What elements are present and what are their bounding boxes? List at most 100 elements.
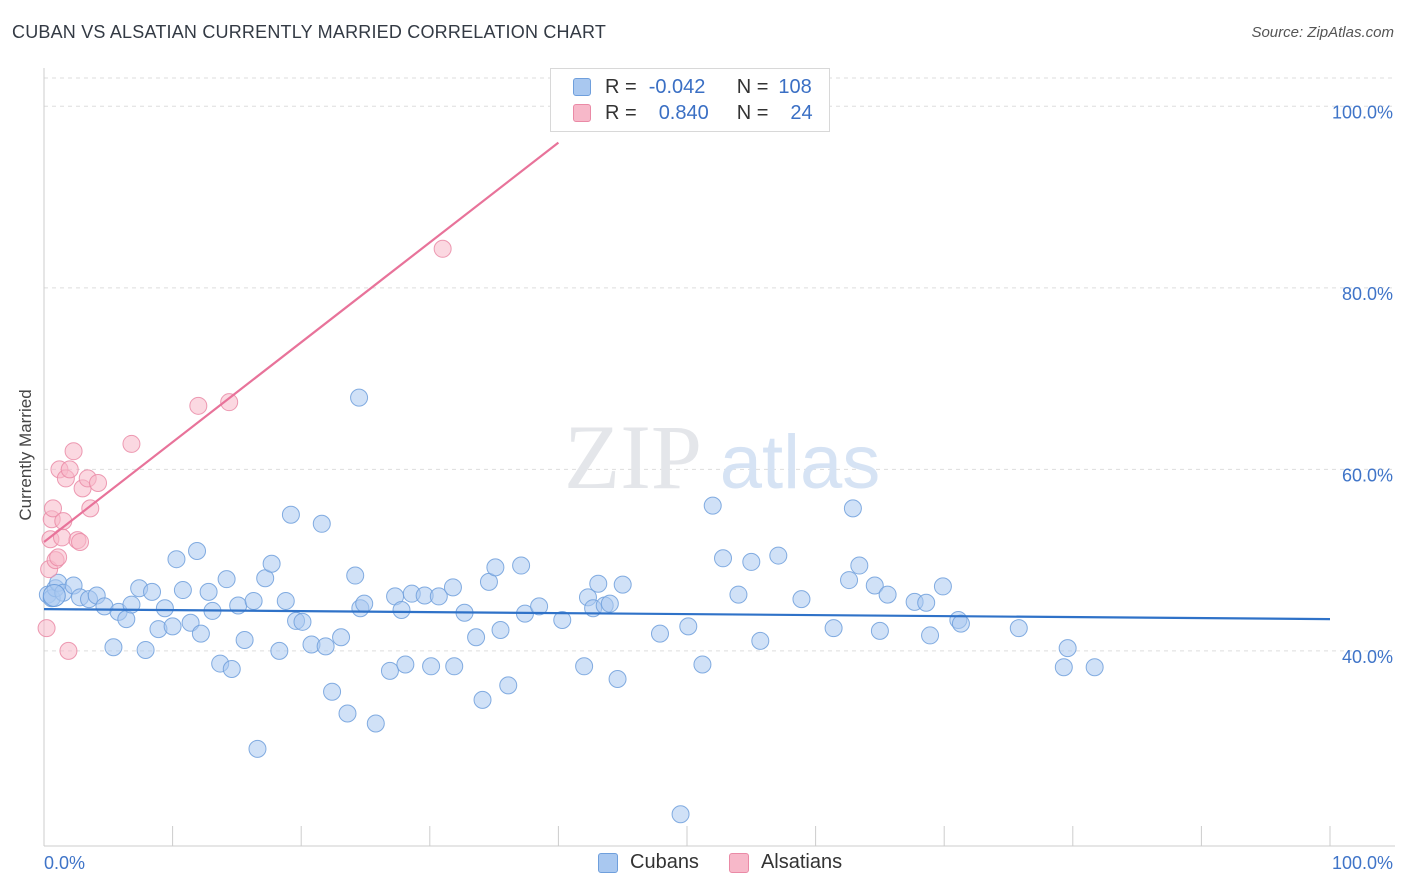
cuban-point — [1054, 658, 1073, 677]
cuban-point — [589, 574, 608, 593]
cuban-point — [366, 714, 385, 733]
cuban-point — [248, 739, 267, 758]
cuban-point — [235, 630, 254, 649]
legend-row-alsatians: R = 0.840 N = 24 — [573, 101, 813, 125]
cubans-legend-label: Cubans — [630, 851, 699, 873]
cuban-point — [714, 549, 733, 568]
legend-n-label: N = — [736, 75, 769, 98]
alsatian-point — [64, 442, 83, 461]
cuban-point — [217, 570, 236, 589]
alsatian-point — [189, 396, 208, 415]
alsatian-point — [49, 548, 68, 567]
cuban-point — [575, 657, 594, 676]
cuban-point — [163, 617, 182, 636]
axes — [43, 68, 1395, 847]
tick-labels: 40.0% 60.0% 80.0% 100.0% 0.0% 100.0% — [44, 102, 1393, 873]
cuban-point — [608, 670, 627, 689]
alsatians-legend-swatch — [728, 852, 749, 873]
cuban-point — [530, 597, 549, 616]
cuban-point — [346, 566, 365, 585]
cuban-point — [865, 576, 884, 595]
alsatian-point — [60, 460, 79, 479]
cuban-point — [316, 637, 335, 656]
cuban-point — [222, 660, 241, 679]
x-tick-label: 0.0% — [44, 853, 85, 873]
cuban-point — [355, 594, 374, 613]
cuban-point — [742, 552, 761, 571]
cubans-n-value: 108 — [778, 75, 812, 98]
cuban-point — [824, 619, 843, 638]
cuban-point — [392, 601, 411, 620]
cuban-point — [751, 631, 770, 650]
cuban-point — [293, 612, 312, 631]
cuban-point — [693, 655, 712, 674]
alsatians-legend-label: Alsatians — [760, 851, 843, 873]
alsatian-point — [81, 499, 100, 518]
y-tick-label: 80.0% — [1342, 284, 1393, 304]
source-credit: Source: ZipAtlas.com — [1251, 24, 1394, 41]
cuban-point — [380, 661, 399, 680]
cuban-point — [429, 587, 448, 606]
legend-n-label: N = — [736, 101, 769, 124]
cuban-point — [933, 577, 952, 596]
cuban-point — [843, 499, 862, 518]
y-tick-label: 40.0% — [1342, 647, 1393, 667]
cuban-point — [191, 624, 210, 643]
cuban-point — [396, 655, 415, 674]
cuban-point — [281, 505, 300, 524]
x-tick-label: 100.0% — [1332, 853, 1393, 873]
cuban-point — [467, 628, 486, 647]
alsatian-point — [220, 393, 239, 412]
cuban-point — [951, 614, 970, 633]
cuban-point — [276, 591, 295, 610]
cuban-point — [840, 571, 859, 590]
cuban-point — [512, 556, 531, 575]
cuban-point — [1058, 639, 1077, 658]
cuban-point — [486, 558, 505, 577]
cubans-r-value: -0.042 — [648, 75, 706, 98]
cuban-point — [422, 657, 441, 676]
cuban-point — [136, 640, 155, 659]
cuban-point — [792, 590, 811, 609]
cubans-legend-swatch — [598, 852, 618, 873]
cuban-point — [679, 617, 698, 636]
cuban-point — [155, 599, 174, 618]
cuban-point — [491, 620, 510, 639]
cuban-point — [350, 388, 369, 407]
cuban-point — [262, 554, 281, 573]
legend-r-label: R = — [605, 75, 637, 98]
cubans-swatch — [573, 78, 591, 96]
cuban-point — [870, 621, 889, 640]
cuban-point — [199, 582, 218, 601]
legend-item-alsatians[interactable]: Alsatians — [728, 851, 843, 874]
cuban-point — [850, 556, 869, 575]
watermark: ZIP atlas — [564, 406, 880, 508]
alsatian-point — [44, 499, 63, 518]
cuban-point — [553, 611, 572, 630]
cuban-point — [1085, 658, 1104, 677]
alsatians-swatch — [573, 104, 591, 122]
legend-item-cubans[interactable]: Cubans — [598, 851, 699, 874]
watermark-zip: ZIP — [564, 406, 702, 508]
cuban-point — [613, 575, 632, 594]
watermark-atlas: atlas — [720, 420, 881, 505]
cuban-point — [473, 690, 492, 709]
cuban-point — [332, 628, 351, 647]
alsatian-point — [433, 239, 452, 258]
cuban-point — [600, 594, 619, 613]
alsatian-point — [122, 434, 141, 453]
cuban-point — [104, 638, 123, 657]
alsatians-n-value: 24 — [790, 101, 813, 124]
cuban-point — [729, 585, 748, 604]
cuban-point — [270, 641, 289, 660]
cubans-trend-line — [43, 608, 1331, 621]
legend-r-label: R = — [605, 101, 637, 124]
alsatians-trend-line — [43, 141, 560, 543]
cuban-point — [173, 581, 192, 600]
cuban-point — [312, 514, 331, 533]
cuban-point — [1009, 619, 1028, 638]
cuban-point — [323, 682, 342, 701]
y-tick-label: 60.0% — [1342, 465, 1393, 485]
cuban-point — [244, 591, 263, 610]
